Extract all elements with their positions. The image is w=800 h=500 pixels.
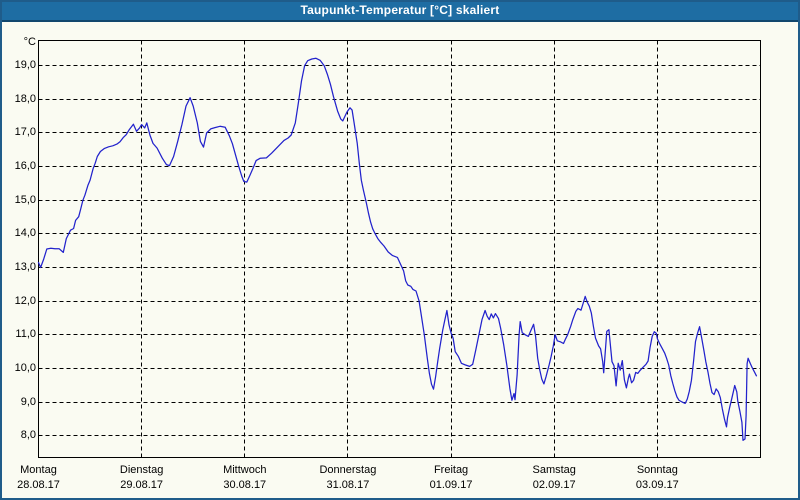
x-date-label: 01.09.17 <box>429 479 473 491</box>
y-tick-label: 12,0 <box>14 294 36 307</box>
x-tick-label: Mittwoch 30.08.17 <box>190 464 300 492</box>
x-date-label: 03.09.17 <box>635 479 679 491</box>
y-tick-label: 10,0 <box>14 361 36 374</box>
plot-border <box>38 40 761 458</box>
x-date-label: 29.08.17 <box>120 479 164 491</box>
x-day-label: Samstag <box>532 464 576 476</box>
y-tick-label: 17,0 <box>14 126 36 139</box>
y-tick-label: 14,0 <box>14 227 36 240</box>
series-line <box>37 57 758 441</box>
y-tick-label: 11,0 <box>15 328 36 341</box>
x-tick-label: Sonntag 03.09.17 <box>602 464 712 492</box>
y-tick-label: 16,0 <box>14 160 36 173</box>
x-date-label: 30.08.17 <box>223 479 267 491</box>
x-day-label: Montag <box>20 464 57 476</box>
y-tick-label: 13,0 <box>14 260 36 273</box>
y-axis-unit-label: °C <box>23 36 36 48</box>
x-day-label: Sonntag <box>636 464 678 476</box>
x-date-label: 28.08.17 <box>17 479 60 491</box>
y-tick-label: 9,0 <box>20 395 36 408</box>
y-tick-label: 19,0 <box>14 59 36 72</box>
x-date-label: 31.08.17 <box>326 479 370 491</box>
y-tick-label: 18,0 <box>14 92 36 105</box>
x-date-label: 02.09.17 <box>532 479 576 491</box>
x-tick-label: Dienstag 29.08.17 <box>87 464 197 492</box>
x-day-label: Mittwoch <box>223 464 267 476</box>
x-day-label: Freitag <box>433 464 469 476</box>
x-tick-label: Donnerstag 31.08.17 <box>293 464 403 492</box>
x-tick-label: Freitag 01.09.17 <box>396 464 506 492</box>
x-tick-label: Montag 28.08.17 <box>0 464 94 492</box>
title-bar: Taupunkt-Temperatur [°C] skaliert <box>0 0 800 22</box>
x-day-label: Donnerstag <box>319 464 377 476</box>
y-tick-label: 15,0 <box>14 193 36 206</box>
x-day-label: Dienstag <box>119 464 164 476</box>
chart-title: Taupunkt-Temperatur [°C] skaliert <box>300 3 500 17</box>
x-tick-label: Samstag 02.09.17 <box>499 464 609 492</box>
y-tick-label: 8,0 <box>20 429 36 442</box>
